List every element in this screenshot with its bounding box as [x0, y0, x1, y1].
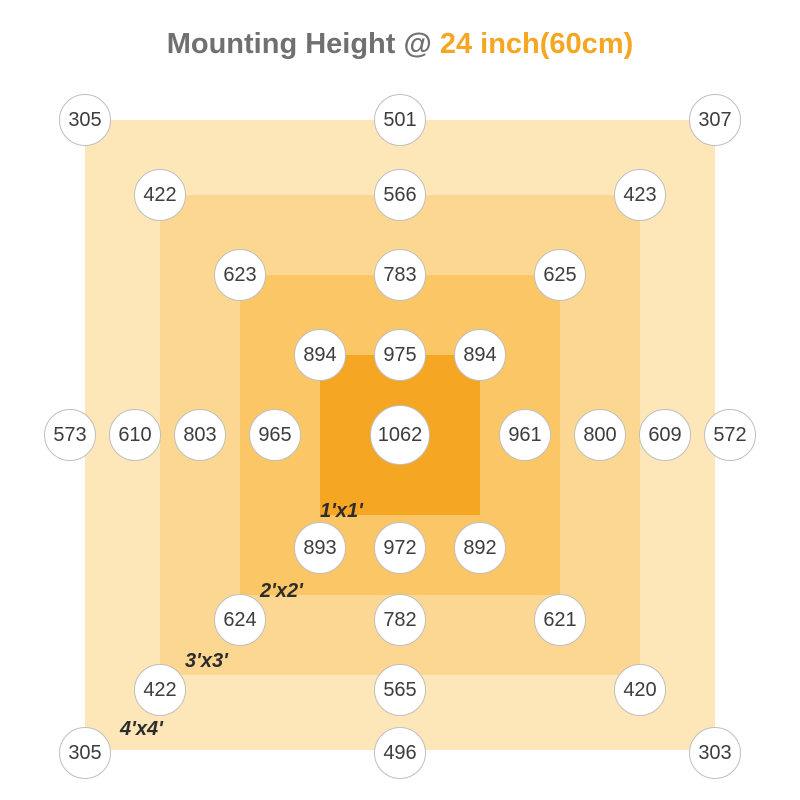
- ppfd-reading: 610: [109, 409, 161, 461]
- ppfd-reading: 972: [374, 522, 426, 574]
- ppfd-reading: 422: [134, 664, 186, 716]
- ppfd-reading: 422: [134, 169, 186, 221]
- ppfd-reading: 800: [574, 409, 626, 461]
- ppfd-reading: 573: [44, 409, 96, 461]
- diagram-title: Mounting Height @ 24 inch(60cm): [0, 28, 800, 61]
- ppfd-reading: 965: [249, 409, 301, 461]
- ppfd-reading: 961: [499, 409, 551, 461]
- ppfd-reading: 305: [59, 94, 111, 146]
- ppfd-reading: 803: [174, 409, 226, 461]
- ppfd-reading: 782: [374, 594, 426, 646]
- ppfd-reading: 894: [294, 329, 346, 381]
- ppfd-reading: 624: [214, 594, 266, 646]
- ppfd-reading: 566: [374, 169, 426, 221]
- ppfd-reading: 892: [454, 522, 506, 574]
- ppfd-reading: 625: [534, 249, 586, 301]
- ppfd-reading: 783: [374, 249, 426, 301]
- zone-label: 2'x2': [260, 580, 303, 603]
- title-prefix: Mounting Height @: [167, 28, 432, 60]
- ppfd-reading: 565: [374, 664, 426, 716]
- zone-label: 4'x4': [120, 718, 163, 741]
- ppfd-reading: 894: [454, 329, 506, 381]
- ppfd-reading: 1062: [370, 405, 430, 465]
- ppfd-reading: 621: [534, 594, 586, 646]
- ppfd-reading: 609: [639, 409, 691, 461]
- ppfd-reading: 893: [294, 522, 346, 574]
- title-accent: 24 inch(60cm): [440, 28, 633, 60]
- ppfd-reading: 501: [374, 94, 426, 146]
- ppfd-reading: 623: [214, 249, 266, 301]
- ppfd-map-diagram: Mounting Height @ 24 inch(60cm) 305 501 30…: [0, 0, 800, 800]
- ppfd-reading: 423: [614, 169, 666, 221]
- ppfd-reading: 420: [614, 664, 666, 716]
- ppfd-reading: 303: [689, 727, 741, 779]
- ppfd-reading: 307: [689, 94, 741, 146]
- zone-label: 3'x3': [185, 650, 228, 673]
- ppfd-reading: 305: [59, 727, 111, 779]
- ppfd-reading: 496: [374, 727, 426, 779]
- ppfd-reading: 572: [704, 409, 756, 461]
- ppfd-reading: 975: [374, 329, 426, 381]
- zone-label: 1'x1': [320, 500, 363, 523]
